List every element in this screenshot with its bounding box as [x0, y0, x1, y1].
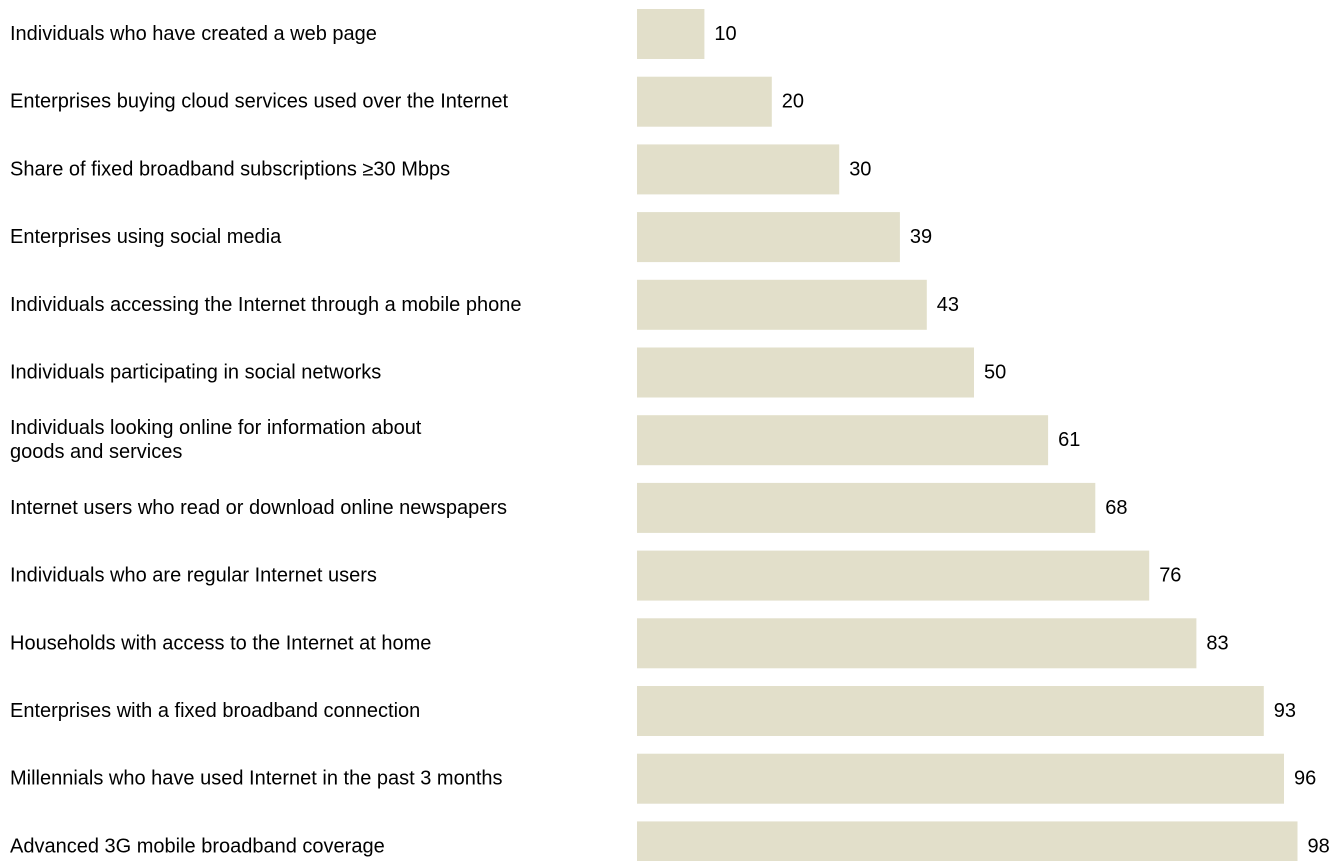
bar: [637, 212, 900, 263]
value-label: 96: [1294, 768, 1316, 790]
category-label: Enterprises with a fixed broadband conne…: [10, 700, 420, 722]
category-label: Enterprises using social media: [10, 226, 282, 248]
value-label: 61: [1058, 429, 1080, 451]
category-label: Individuals accessing the Internet throu…: [10, 294, 521, 316]
bar: [637, 144, 840, 195]
category-label: Millennials who have used Internet in th…: [10, 768, 503, 790]
value-label: 50: [984, 362, 1006, 384]
category-label: Individuals participating in social netw…: [10, 362, 381, 384]
value-label: 30: [849, 158, 871, 180]
value-label: 98: [1308, 835, 1330, 857]
bar: [637, 686, 1264, 736]
bar: [637, 347, 974, 398]
value-label: 10: [714, 23, 736, 45]
value-label: 93: [1274, 700, 1296, 722]
category-label: Individuals looking online for informati…: [10, 417, 422, 463]
category-label: Individuals who have created a web page: [10, 23, 377, 45]
value-label: 76: [1159, 565, 1181, 587]
bar: [637, 9, 705, 59]
bar: [637, 76, 772, 127]
category-label: Advanced 3G mobile broadband coverage: [10, 835, 385, 857]
bar: [637, 550, 1150, 601]
bar: [637, 618, 1197, 669]
value-label: 83: [1206, 632, 1228, 654]
value-label: 43: [937, 294, 959, 316]
category-label: Share of fixed broadband subscriptions ≥…: [10, 158, 450, 180]
value-label: 68: [1105, 497, 1127, 519]
category-label: Individuals who are regular Internet use…: [10, 565, 377, 587]
value-label: 39: [910, 226, 932, 248]
category-label: Households with access to the Internet a…: [10, 632, 431, 654]
bar: [637, 415, 1049, 466]
bar: [637, 482, 1096, 533]
category-label: Internet users who read or download onli…: [10, 497, 507, 519]
bar: [637, 753, 1284, 804]
category-label: Enterprises buying cloud services used o…: [10, 91, 508, 113]
value-label: 20: [782, 91, 804, 113]
bar: [637, 279, 927, 330]
bar: [637, 821, 1298, 861]
